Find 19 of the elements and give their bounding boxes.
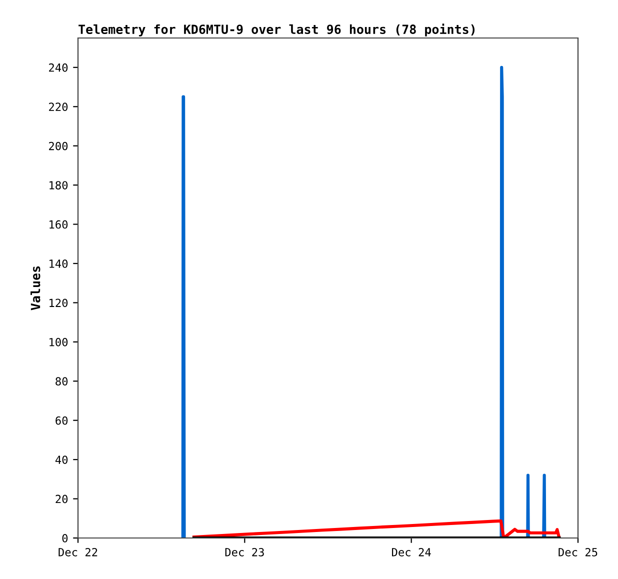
y-axis-title: Values [30, 266, 40, 310]
y-tick-label: 160 [50, 220, 68, 229]
y-tick-label: 0 [62, 534, 68, 542]
x-tick-label: Dec 22 [58, 548, 98, 556]
y-tick-label: 60 [56, 416, 68, 425]
x-tick-label: Dec 23 [225, 548, 264, 556]
y-tick-label: 240 [49, 63, 68, 72]
y-tick-label: 100 [50, 338, 68, 346]
y-tick-label: 80 [56, 377, 68, 386]
y-tick-label: 220 [49, 102, 68, 112]
y-tick-label: 200 [49, 142, 68, 150]
x-tick-label: Dec 24 [392, 548, 431, 556]
y-tick-label: 20 [56, 494, 68, 504]
y-tick-label: 140 [50, 259, 68, 268]
y-tick-label: 120 [50, 298, 68, 308]
chart-title: Telemetry for KD6MTU-9 over last 96 hours (78 points) [78, 24, 475, 36]
y-tick-label: 180 [50, 181, 68, 190]
x-tick-label: Dec 25 [558, 548, 598, 556]
y-tick-label: 40 [55, 456, 68, 464]
